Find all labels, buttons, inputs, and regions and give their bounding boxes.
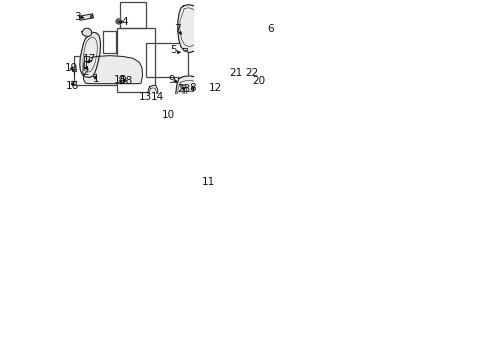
Bar	[120, 2, 146, 28]
Polygon shape	[150, 123, 155, 125]
Bar	[146, 43, 188, 77]
Polygon shape	[178, 5, 203, 53]
Text: 13: 13	[139, 92, 152, 102]
Polygon shape	[252, 27, 256, 31]
Text: 20: 20	[253, 76, 266, 86]
Polygon shape	[172, 114, 177, 116]
Text: 15: 15	[114, 75, 127, 85]
Polygon shape	[191, 178, 195, 181]
Polygon shape	[181, 85, 185, 88]
Text: 11: 11	[202, 177, 215, 187]
Polygon shape	[82, 28, 92, 36]
Text: 4: 4	[121, 17, 128, 27]
Text: 17: 17	[83, 54, 97, 64]
Text: 19: 19	[65, 63, 78, 73]
Text: 6: 6	[267, 24, 274, 34]
Ellipse shape	[120, 76, 125, 80]
Polygon shape	[251, 74, 253, 75]
Text: 9: 9	[169, 75, 175, 85]
Polygon shape	[183, 48, 188, 50]
Bar	[74, 56, 116, 85]
Bar	[117, 28, 154, 92]
Circle shape	[90, 15, 93, 18]
Polygon shape	[84, 57, 89, 68]
Polygon shape	[208, 180, 214, 185]
Polygon shape	[173, 76, 211, 172]
Text: 23: 23	[177, 84, 190, 94]
Text: 14: 14	[150, 92, 164, 102]
Text: 5: 5	[171, 45, 177, 55]
Text: 1: 1	[93, 74, 99, 84]
Polygon shape	[83, 56, 143, 84]
Bar	[103, 31, 117, 53]
Circle shape	[116, 19, 122, 24]
Polygon shape	[80, 32, 100, 77]
Text: 3: 3	[74, 12, 80, 22]
Polygon shape	[227, 43, 311, 78]
Text: 18: 18	[120, 76, 133, 86]
Ellipse shape	[294, 52, 300, 56]
Text: 2: 2	[83, 67, 89, 77]
Text: 7: 7	[174, 24, 181, 34]
Polygon shape	[72, 81, 76, 85]
Text: 22: 22	[245, 68, 259, 78]
Text: 21: 21	[229, 68, 243, 78]
Circle shape	[238, 69, 242, 73]
Text: 10: 10	[162, 110, 175, 120]
Circle shape	[250, 67, 254, 71]
Polygon shape	[196, 80, 201, 82]
Polygon shape	[79, 14, 93, 20]
Polygon shape	[148, 85, 158, 122]
Text: 16: 16	[65, 81, 79, 91]
Text: 12: 12	[209, 83, 222, 93]
Polygon shape	[72, 69, 76, 72]
Circle shape	[204, 157, 208, 160]
Text: 8: 8	[190, 84, 196, 93]
